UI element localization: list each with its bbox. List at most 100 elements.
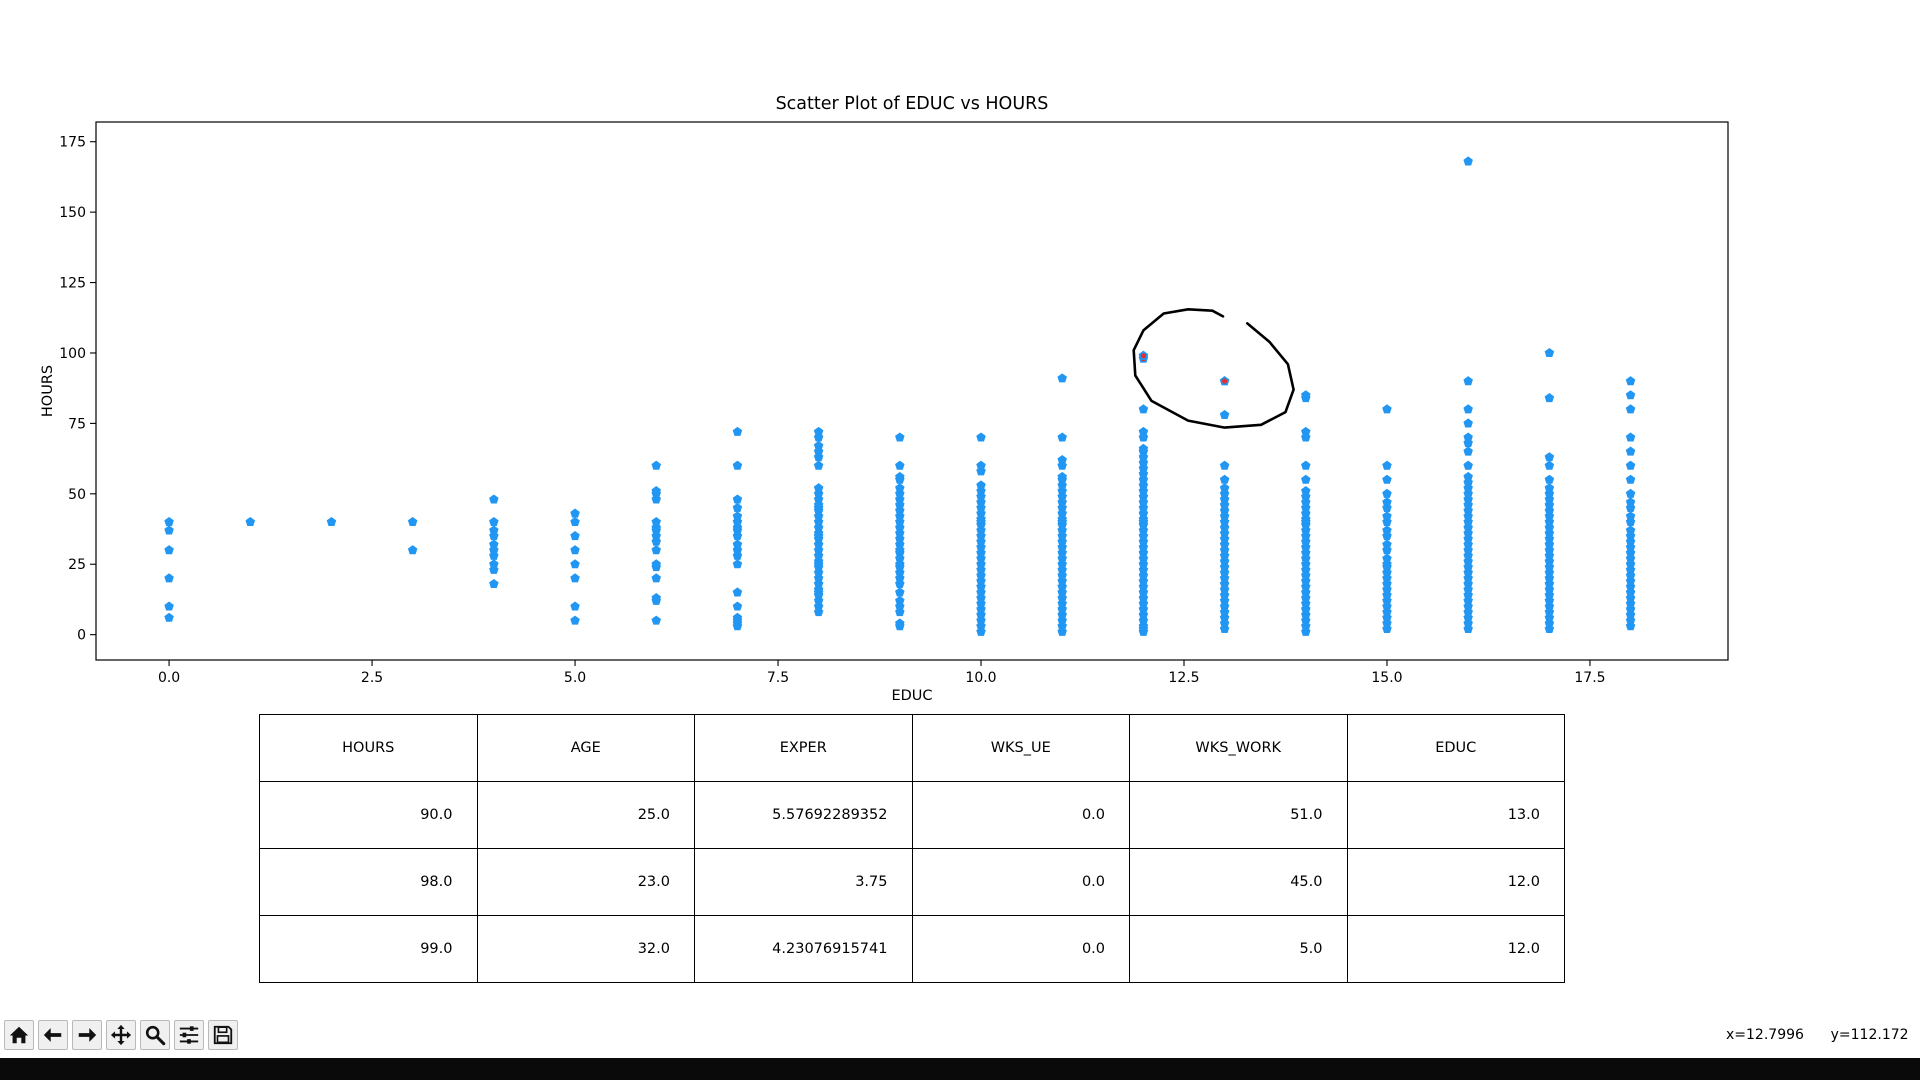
back-button[interactable]: [38, 1020, 68, 1050]
data-point: [1544, 460, 1555, 470]
sliders-icon: [179, 1026, 199, 1044]
table-cell: 25.0: [476, 781, 695, 849]
data-point: [732, 559, 743, 569]
y-tick-label: 100: [59, 346, 86, 362]
table-cell: 51.0: [1129, 781, 1348, 849]
data-point: [895, 471, 905, 481]
selected-point-marker: [1140, 353, 1147, 359]
y-tick-label: 75: [68, 416, 86, 432]
data-point: [489, 494, 499, 504]
data-point: [1544, 474, 1555, 484]
x-axis: 0.0 2.5 5.0 7.5 10.0 12.5 15.0 17.5: [158, 660, 1606, 686]
hand-drawn-circle-annotation: [1132, 308, 1295, 429]
data-point: [1544, 452, 1555, 462]
data-point: [651, 615, 661, 625]
data-point: [976, 480, 986, 490]
data-point: [1382, 497, 1392, 507]
data-point: [1625, 488, 1636, 498]
zoom-button[interactable]: [140, 1020, 170, 1050]
data-point: [1625, 404, 1636, 414]
data-point: [651, 559, 661, 569]
y-tick-label: 50: [68, 487, 86, 503]
home-icon: [9, 1026, 29, 1044]
data-point: [1219, 474, 1230, 484]
data-point: [1301, 460, 1311, 470]
data-point: [732, 511, 743, 521]
y-tick-label: 175: [59, 135, 86, 151]
data-point: [732, 601, 743, 611]
table-cell: 13.0: [1346, 781, 1565, 849]
data-point: [895, 460, 905, 470]
table-header-cell: EXPER: [694, 714, 913, 782]
forward-button[interactable]: [72, 1020, 102, 1050]
data-point: [1544, 393, 1555, 403]
table-cell: 12.0: [1346, 915, 1565, 983]
data-point: [732, 494, 743, 504]
data-point: [1382, 539, 1392, 549]
data-point: [895, 483, 905, 493]
x-tick-label: 12.5: [1168, 670, 1199, 686]
data-point: [895, 595, 905, 605]
data-point: [1301, 390, 1311, 400]
data-point: [1463, 432, 1473, 442]
data-point: [1463, 460, 1473, 470]
x-tick-label: 15.0: [1371, 670, 1402, 686]
table-cell: 45.0: [1129, 848, 1348, 916]
table-row: 90.0 25.0 5.57692289352 0.0 51.0 13.0: [259, 781, 1565, 849]
data-point: [1625, 511, 1636, 521]
data-point: [732, 460, 743, 470]
data-point: [570, 508, 580, 518]
data-point: [813, 440, 824, 450]
scatter-plot[interactable]: Scatter Plot of EDUC vs HOURS 0.0 2.5 5.0 7…: [0, 0, 1920, 1058]
data-point: [651, 593, 661, 603]
data-point: [732, 539, 743, 549]
table-cell: 32.0: [476, 915, 695, 983]
data-point: [570, 615, 580, 625]
data-points: [164, 156, 1636, 636]
y-tick-label: 150: [59, 205, 86, 221]
data-point: [732, 502, 743, 512]
data-point: [1625, 376, 1636, 386]
data-point: [1219, 460, 1230, 470]
data-point: [164, 525, 174, 535]
table-cell: 5.0: [1129, 915, 1348, 983]
data-point: [813, 483, 824, 493]
data-point: [164, 612, 174, 622]
home-button[interactable]: [4, 1020, 34, 1050]
data-point: [1463, 376, 1473, 386]
data-point: [1625, 460, 1636, 470]
table-header-cell: EDUC: [1346, 714, 1565, 782]
data-point: [813, 426, 824, 436]
data-point: [1463, 446, 1473, 456]
data-point: [570, 573, 580, 583]
configure-subplots-button[interactable]: [174, 1020, 204, 1050]
move-icon: [110, 1024, 132, 1046]
data-point: [813, 460, 824, 470]
table-cell: 23.0: [476, 848, 695, 916]
data-point: [1057, 373, 1067, 383]
data-point: [489, 559, 499, 569]
data-point: [570, 601, 580, 611]
data-point: [651, 485, 661, 496]
data-point: [732, 426, 743, 436]
data-point: [570, 516, 580, 527]
x-tick-label: 5.0: [564, 670, 586, 686]
data-point: [1382, 474, 1392, 484]
table-header-cell: WKS_WORK: [1129, 714, 1348, 782]
pan-button[interactable]: [106, 1020, 136, 1050]
data-point: [1057, 455, 1067, 465]
save-button[interactable]: [208, 1020, 238, 1050]
table-row: 99.0 32.0 4.23076915741 0.0 5.0 12.0: [259, 915, 1565, 983]
x-tick-label: 7.5: [767, 670, 789, 686]
table-row: 98.0 23.0 3.75 0.0 45.0 12.0: [259, 848, 1565, 916]
y-axis-label: HOURS: [40, 365, 56, 417]
table-cell: 3.75: [694, 848, 913, 916]
data-point: [489, 578, 499, 588]
data-point: [651, 573, 661, 583]
data-point: [1301, 474, 1311, 484]
navigation-toolbar: [4, 1020, 238, 1052]
x-tick-label: 10.0: [965, 670, 996, 686]
table-cell: 5.57692289352: [694, 781, 913, 849]
data-point: [976, 460, 986, 470]
